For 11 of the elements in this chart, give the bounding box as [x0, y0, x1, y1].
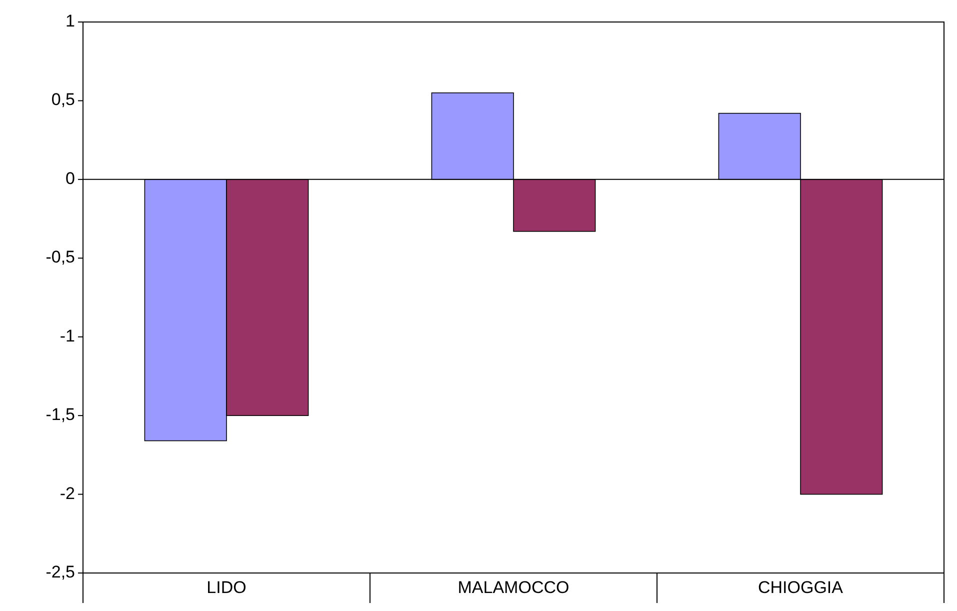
- y-tick-label: 0,5: [51, 90, 75, 110]
- y-tick-label: -1,5: [46, 405, 75, 424]
- y-tick-label: 1: [66, 11, 75, 30]
- y-tick-label: -2,5: [46, 562, 75, 582]
- x-tick-label: CHIOGGIA: [758, 578, 844, 597]
- y-tick-label: -2: [60, 484, 75, 503]
- y-tick-label: 0: [66, 168, 75, 188]
- y-tick-label: -0,5: [46, 248, 75, 267]
- y-tick-label: -1: [60, 326, 75, 346]
- x-tick-label: MALAMOCCO: [458, 578, 570, 597]
- x-tick-label: LIDO: [206, 578, 246, 597]
